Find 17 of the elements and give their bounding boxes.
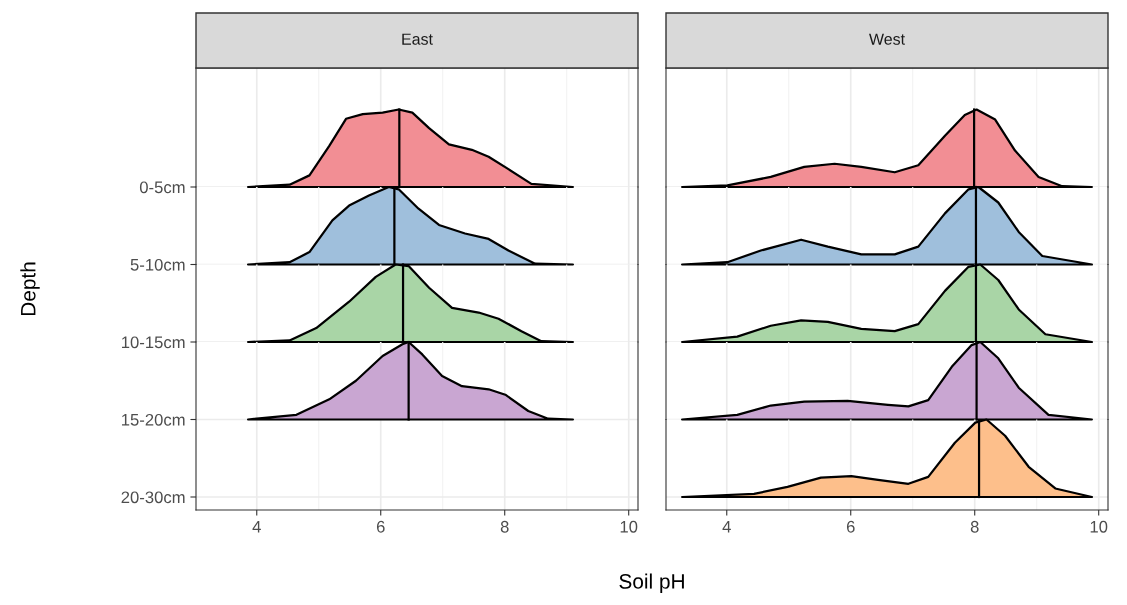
x-axis-title: Soil pH (619, 573, 684, 593)
category-label: 10-15cm (122, 336, 185, 349)
x-tick-label: 6 (376, 520, 385, 533)
x-tick-label: 8 (500, 520, 509, 533)
category-label: 15-20cm (122, 413, 185, 426)
x-tick-label: 4 (722, 521, 731, 533)
x-tick-label: 10 (1090, 520, 1108, 533)
chart-title: West (869, 33, 905, 45)
category-label: 0-5cm (139, 181, 185, 194)
category-label: 20-30cm (121, 491, 185, 504)
x-tick-label: 8 (970, 520, 979, 533)
y-axis-title: Depth (20, 262, 40, 316)
chart-title: East (402, 33, 433, 45)
x-tick-label: 10 (620, 520, 638, 533)
category-label: 5-10cm (130, 258, 185, 271)
x-tick-label: 6 (846, 520, 855, 533)
x-tick-label: 4 (252, 521, 261, 533)
